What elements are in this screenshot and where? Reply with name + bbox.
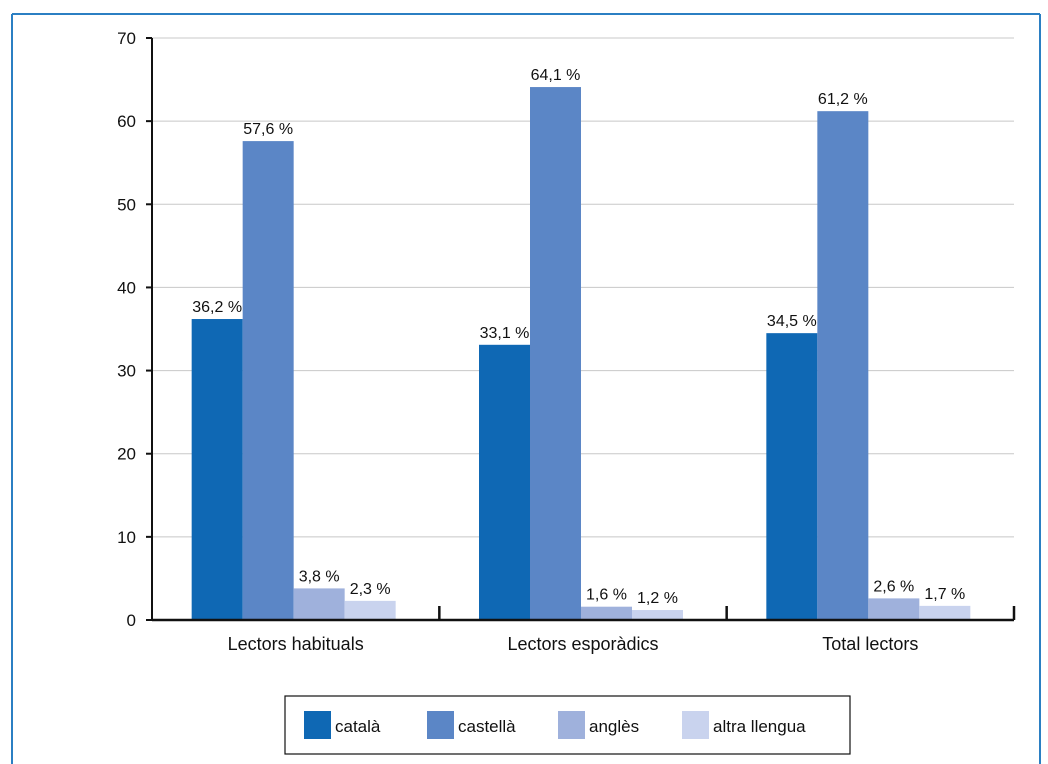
legend-swatch xyxy=(558,711,585,739)
data-label: 57,6 % xyxy=(243,121,293,138)
legend-swatch xyxy=(682,711,709,739)
legend-label: anglès xyxy=(589,717,639,736)
bar-anglès xyxy=(868,598,920,620)
y-tick-label: 70 xyxy=(117,29,136,48)
bar-altra-llengua xyxy=(344,600,396,620)
bar-castellà xyxy=(817,111,869,620)
legend-label: castellà xyxy=(458,717,516,736)
bar-altra-llengua xyxy=(919,605,971,620)
data-label: 1,7 % xyxy=(924,586,965,603)
bar-català xyxy=(479,344,530,620)
data-label: 1,6 % xyxy=(586,587,627,604)
bar-català xyxy=(766,333,818,620)
y-tick-label: 0 xyxy=(127,611,136,630)
x-category-label: Lectors habituals xyxy=(228,634,364,654)
data-label: 2,3 % xyxy=(350,581,391,598)
legend-swatch xyxy=(304,711,331,739)
y-tick-label: 30 xyxy=(117,362,136,381)
bar-anglès xyxy=(581,606,632,620)
legend-label: altra llengua xyxy=(713,717,806,736)
bar-anglès xyxy=(293,588,345,620)
x-category-label: Lectors esporàdics xyxy=(507,634,658,654)
y-tick-label: 20 xyxy=(117,445,136,464)
data-label: 34,5 % xyxy=(767,313,817,330)
data-label: 33,1 % xyxy=(480,325,530,342)
bar-català xyxy=(191,319,243,620)
bar-altra-llengua xyxy=(632,610,683,620)
data-label: 36,2 % xyxy=(192,299,242,316)
bar-castellà xyxy=(242,141,294,620)
y-tick-label: 40 xyxy=(117,278,136,297)
data-label: 1,2 % xyxy=(637,590,678,607)
bar-castellà xyxy=(530,87,581,621)
data-label: 3,8 % xyxy=(299,568,340,585)
legend-swatch xyxy=(427,711,454,739)
y-tick-label: 60 xyxy=(117,112,136,131)
data-label: 2,6 % xyxy=(873,578,914,595)
x-category-label: Total lectors xyxy=(822,634,918,654)
data-label: 61,2 % xyxy=(818,91,868,108)
y-tick-label: 10 xyxy=(117,528,136,547)
legend-label: català xyxy=(335,717,381,736)
data-label: 64,1 % xyxy=(531,67,581,84)
y-tick-label: 50 xyxy=(117,195,136,214)
